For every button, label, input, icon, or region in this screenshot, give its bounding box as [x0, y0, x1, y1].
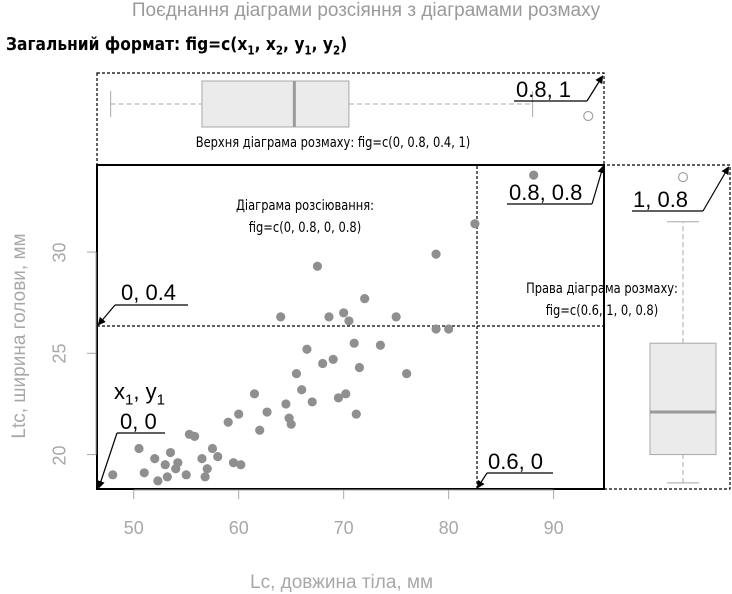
scatter-point: [223, 417, 233, 427]
scatter-annotation-line2: fig=c(0, 0.8, 0, 0.8): [248, 220, 362, 236]
corner-label-x1-y1: x1, y1: [114, 379, 165, 409]
scatter-point: [165, 447, 176, 458]
scatter-point: [318, 358, 328, 369]
scatter-point: [351, 409, 361, 419]
scatter-point: [349, 338, 359, 348]
scatter-point: [162, 472, 172, 482]
scatter-point: [341, 389, 351, 399]
x-axis-label: Lc, довжина тіла, мм: [250, 572, 434, 593]
arrow-0-04: [97, 304, 188, 326]
x-tick-label: 70: [333, 518, 354, 538]
x-tick-label: 80: [438, 518, 459, 538]
scatter-point: [150, 454, 160, 464]
scatter-point: [207, 443, 218, 454]
scatter-point: [333, 393, 344, 403]
scatter-point: [324, 312, 334, 322]
figure-title: Поєднання діаграми розсіяння з діаграмам…: [131, 0, 601, 21]
scatter-point: [160, 460, 170, 470]
corner-label-0-04: 0, 0.4: [121, 280, 177, 305]
arrow-1-08: [632, 166, 730, 212]
scatter-point: [360, 294, 370, 304]
right-boxplot: [649, 171, 717, 484]
scatter-point: [402, 368, 412, 379]
y-tick-label: 25: [49, 343, 70, 364]
scatter-point: [134, 443, 144, 454]
scatter-point: [297, 385, 307, 395]
arrow-0-0: [97, 432, 165, 489]
corner-label-0-0: 0, 0: [120, 409, 157, 434]
scatter-point: [139, 468, 149, 478]
scatter-annotation-line1: Діаграма розсіювання:: [235, 198, 375, 214]
corner-label-08-1: 0.8, 1: [516, 77, 572, 102]
scatter-point: [328, 354, 338, 364]
scatter-point: [375, 340, 386, 350]
scatter-point: [470, 219, 480, 229]
right-box-body: [649, 342, 717, 456]
scatter-point: [228, 458, 239, 468]
top-outlier: [583, 110, 594, 122]
corner-label-06-0: 0.6, 0: [488, 449, 544, 474]
scatter-point: [286, 419, 296, 429]
scatter-point: [200, 472, 210, 482]
y-tick-label: 30: [49, 242, 70, 263]
scatter-point: [391, 312, 401, 322]
scatter-point: [236, 460, 246, 470]
scatter-plot-frame: [96, 164, 605, 490]
top-boxplot: [110, 80, 594, 128]
arrow-08-08: [507, 165, 606, 205]
y-tick-label: 20: [49, 445, 70, 466]
arrow-06-0: [476, 472, 553, 489]
scatter-point: [307, 397, 317, 407]
scatter-point: [354, 362, 365, 373]
scatter-point: [173, 458, 183, 468]
scatter-point: [108, 470, 118, 480]
y-axis-label: Ltc, ширина голови, мм: [9, 233, 30, 439]
scatter-point: [190, 431, 200, 441]
scatter-point: [281, 399, 291, 409]
x-tick-label: 50: [123, 518, 144, 538]
arrow-08-1: [514, 75, 604, 102]
scatter-point: [302, 344, 312, 354]
scatter-point: [255, 425, 265, 435]
scatter-point: [276, 312, 286, 322]
scatter-point: [234, 409, 244, 419]
scatter-point: [202, 464, 212, 474]
corner-label-08-08: 0.8, 0.8: [509, 180, 583, 205]
scatter-point: [153, 476, 163, 486]
scatter-point: [529, 170, 539, 180]
scatter-point: [262, 407, 272, 417]
right-annotation-line1: Права діаграма розмаху:: [526, 281, 678, 297]
x-tick-label: 90: [543, 518, 564, 538]
scatter-point: [312, 261, 323, 271]
scatter-point: [213, 452, 223, 462]
corner-label-1-08: 1, 0.8: [633, 187, 689, 212]
scatter-point: [181, 470, 191, 480]
top-box-body: [201, 80, 350, 128]
scatter-point: [431, 249, 441, 259]
scatter-point: [339, 308, 349, 318]
scatter-point: [431, 324, 441, 334]
general-format-heading: Загальний формат: fig=c(x1, x2, y1, y2): [6, 34, 348, 58]
top-boxplot-annotation: Верхня діаграма розмаху: fig=c(0, 0.8, 0…: [195, 135, 471, 151]
scatter-point: [249, 389, 260, 399]
axes: [87, 251, 555, 499]
scatter-point: [444, 324, 454, 334]
scatter-points: [108, 170, 539, 486]
scatter-point: [197, 454, 207, 464]
right-outlier: [677, 171, 689, 183]
x-tick-label: 60: [228, 518, 249, 538]
scatter-point: [291, 368, 302, 379]
scatter-point: [344, 316, 354, 326]
right-annotation-line2: fig=c(0.6, 1, 0, 0.8): [545, 303, 659, 319]
